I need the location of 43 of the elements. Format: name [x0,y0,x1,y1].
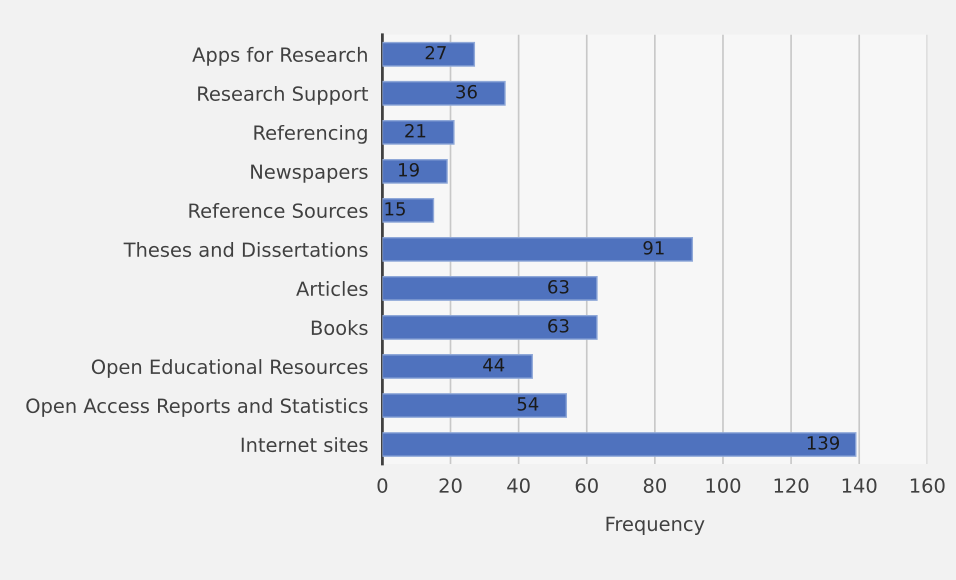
x-tick-label: 40 [507,478,530,493]
y-tick-label: Referencing [254,124,367,144]
x-tick-label: 100 [706,478,740,493]
bar [382,158,448,184]
y-tick-label: Theses and Dissertations [124,242,368,258]
x-tick-label: 140 [842,478,876,493]
x-tick-label: 0 [377,478,388,493]
y-tick-label: Open Educational Resources [92,359,368,378]
data-label: 15 [385,202,405,216]
data-label: 21 [405,124,426,138]
data-label: 139 [808,436,839,450]
data-label: 63 [548,319,568,333]
y-tick-label: Articles [296,281,368,296]
y-tick-label: Research Support [198,86,368,105]
bar [382,237,694,262]
y-tick-label: Internet sites [242,437,368,452]
bar [382,198,434,223]
bar [382,393,568,418]
data-label: 91 [643,240,664,255]
x-tick-label: 120 [774,478,808,493]
bar [382,80,506,106]
y-tick-label: Newspapers [251,164,368,183]
x-tick-label: 20 [440,478,462,493]
x-axis-title: Frequency [606,516,704,535]
bar [382,276,598,301]
y-tick-label: Reference Sources [189,202,368,218]
data-label: 63 [548,280,568,294]
bar [382,42,476,67]
data-label: 19 [399,162,419,177]
bar [382,432,856,457]
x-tick-label: 160 [910,478,945,493]
y-tick-label: Apps for Research [192,46,367,66]
data-label: 27 [426,46,446,60]
data-label: 54 [518,397,538,411]
x-tick-label: 60 [576,478,598,493]
y-tick-label: Books [312,320,368,336]
bar [382,354,533,379]
bar [382,315,598,340]
y-tick-label: Open Access Reports and Statistics [26,398,368,417]
data-label: 36 [456,84,477,99]
x-tick-label: 80 [644,478,666,493]
data-label: 44 [483,358,504,372]
bar [382,120,455,145]
